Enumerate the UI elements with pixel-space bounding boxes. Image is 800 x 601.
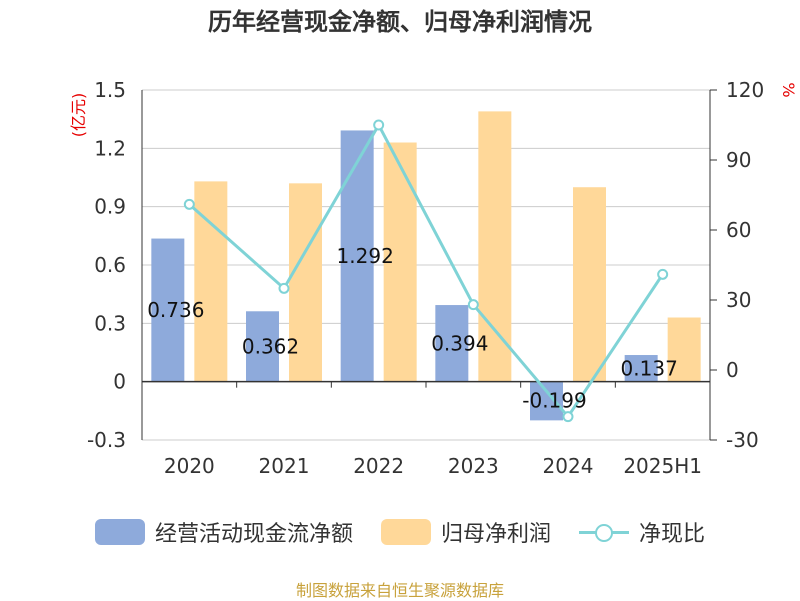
legend-item-cash-ratio[interactable]: 净现比 (579, 516, 705, 548)
data-labels: 0.736 0.362 1.292 0.394 -0.199 0.137 (147, 244, 678, 413)
bars (151, 111, 701, 421)
bar-cash-flow (340, 130, 374, 382)
bar-net-profit (289, 183, 322, 382)
left-axis-unit: (亿元) (69, 93, 88, 138)
data-label-cash-flow: 1.292 (337, 244, 394, 268)
axes: -0.3 0 0.3 0.6 0.9 1.2 1.5 -30 0 30 60 90 120 2020 202… (87, 78, 764, 478)
source-note: 制图数据来自恒生聚源数据库 (295, 581, 504, 600)
ratio-point (657, 268, 669, 280)
legend-label-net-profit: 归母净利润 (440, 522, 551, 547)
y2-tick-label: 30 (726, 288, 751, 312)
y2-tick-label: -30 (726, 428, 759, 452)
bar-cash-flow (624, 355, 658, 382)
y-tick-label: 0.6 (94, 253, 126, 277)
data-label-cash-flow: 0.736 (147, 298, 204, 322)
legend-label-cash-ratio: 净现比 (639, 522, 706, 547)
legend-item-net-profit[interactable]: 归母净利润 (380, 516, 551, 548)
y-tick-label: 0.9 (94, 195, 126, 219)
y2-tick-label: 90 (726, 148, 751, 172)
bar-net-profit (383, 142, 417, 382)
data-label-cash-flow: -0.199 (522, 389, 586, 413)
data-label-cash-flow: 0.362 (242, 334, 299, 358)
bar-cash-flow (246, 311, 279, 382)
legend-label-cash-flow: 经营活动现金流净额 (154, 522, 353, 547)
legend-swatch-cash-ratio (579, 519, 629, 545)
y-tick-label: 1.2 (94, 136, 126, 160)
y2-tick-label: 60 (726, 218, 751, 242)
y2-tick-label: 0 (726, 358, 739, 382)
x-tick-label: 2023 (448, 454, 499, 478)
ratio-point (467, 299, 479, 311)
y-tick-label: 0 (113, 370, 126, 394)
right-axis-unit: % (779, 82, 798, 97)
data-label-cash-flow: 0.394 (431, 331, 488, 355)
chart-title: 历年经营现金净额、归母净利润情况 (208, 8, 592, 36)
bar-cash-flow (435, 305, 469, 382)
bar-net-profit (667, 317, 701, 382)
bar-net-profit (478, 111, 512, 382)
y-tick-label: 0.3 (94, 311, 126, 335)
x-tick-label: 2020 (164, 454, 215, 478)
bar-cash-flow (151, 238, 185, 382)
x-tick-label: 2021 (259, 454, 310, 478)
bar-net-profit (573, 187, 606, 382)
ratio-point (373, 119, 385, 131)
legend: 经营活动现金流净额 归母净利润 净现比 (0, 516, 800, 548)
y-tick-label: 1.5 (94, 78, 126, 102)
legend-item-cash-flow[interactable]: 经营活动现金流净额 (94, 516, 353, 548)
y-tick-label: -0.3 (87, 428, 126, 452)
data-label-cash-flow: 0.137 (621, 356, 678, 380)
ratio-line (183, 119, 669, 423)
y2-tick-label: 120 (726, 78, 764, 102)
x-tick-label: 2024 (543, 454, 594, 478)
legend-swatch-net-profit (380, 519, 431, 545)
ratio-point (278, 282, 290, 294)
x-tick-label: 2022 (353, 454, 404, 478)
legend-swatch-cash-flow (94, 519, 145, 545)
x-tick-label: 2025H1 (623, 454, 702, 478)
bar-cash-flow (530, 381, 563, 421)
ratio-point (562, 411, 574, 423)
ratio-line-path (188, 121, 664, 420)
ratio-point (183, 198, 195, 210)
